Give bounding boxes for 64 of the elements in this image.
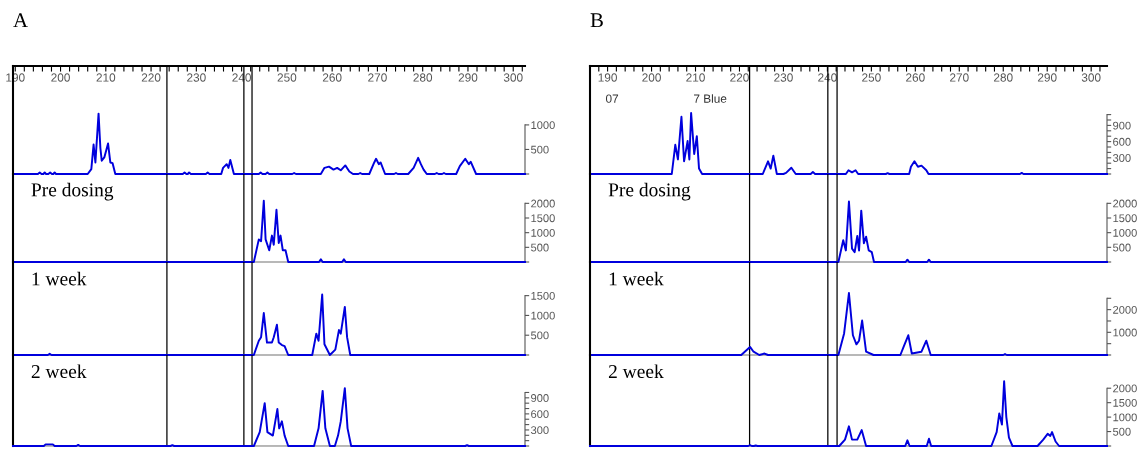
- y-tick-label: 300: [1112, 154, 1131, 162]
- y-tick-label: 1500: [531, 214, 555, 223]
- x-tick-label: 250: [277, 73, 297, 82]
- chart-title: B: [590, 13, 603, 28]
- x-tick-label: 280: [993, 73, 1013, 82]
- y-tick-label: 1000: [1113, 413, 1137, 422]
- y-tick-label: 2000: [1113, 305, 1137, 314]
- chart-title: 2 week: [608, 364, 664, 379]
- x-tick-label: 190: [598, 73, 617, 82]
- x-tick-label: 220: [730, 73, 749, 82]
- x-tick-label: 250: [862, 73, 881, 82]
- x-tick-label: 290: [458, 73, 478, 82]
- y-tick-label: 900: [531, 394, 549, 402]
- x-tick-label: 200: [51, 73, 70, 82]
- y-tick-label: 500: [531, 243, 549, 252]
- x-tick-label: 290: [1037, 73, 1057, 82]
- y-tick-label: 1000: [531, 311, 555, 320]
- line-series: [12, 387, 526, 447]
- y-tick-label: 1000: [531, 228, 555, 237]
- y-tick-label: 900: [1113, 121, 1131, 130]
- y-tick-label: 2000: [531, 199, 555, 208]
- chart-title: A: [13, 13, 28, 28]
- line-series: [12, 112, 526, 175]
- y-tick-label: 600: [1113, 137, 1131, 146]
- chart-title: 1 week: [609, 271, 664, 286]
- x-tick-label: 300: [503, 73, 523, 82]
- x-tick-label: 260: [322, 73, 342, 82]
- x-tick-label: 220: [141, 73, 161, 82]
- y-tick-label: 1500: [531, 291, 555, 300]
- annotation: 07: [605, 94, 619, 103]
- y-tick-label: 1500: [1113, 214, 1137, 223]
- y-tick-label: 2000: [1113, 384, 1137, 393]
- x-tick-label: 280: [413, 73, 433, 82]
- chart-title: 1 week: [32, 271, 87, 286]
- y-tick-label: 1000: [1113, 228, 1137, 237]
- line-series: [12, 199, 526, 263]
- y-tick-label: 500: [1113, 243, 1131, 252]
- y-tick-label: 1500: [1113, 398, 1137, 407]
- chart-title: 2 week: [31, 364, 87, 379]
- y-tick-label: 600: [531, 410, 549, 419]
- y-tick-label: 500: [531, 331, 549, 340]
- x-tick-label: 210: [686, 73, 705, 82]
- line-series: [589, 112, 1108, 175]
- y-tick-label: 1000: [1113, 328, 1137, 337]
- chart-title: Pre dosing: [608, 182, 691, 201]
- y-tick-label: 2000: [1113, 199, 1137, 208]
- x-tick-label: 230: [774, 73, 793, 82]
- y-tick-label: 500: [1113, 427, 1131, 436]
- line-series: [589, 200, 1108, 263]
- line-series: [589, 380, 1108, 447]
- x-tick-label: 230: [187, 73, 206, 82]
- chart-title: Pre dosing: [31, 182, 114, 201]
- line-series: [589, 292, 1108, 356]
- x-tick-label: 200: [642, 73, 661, 82]
- x-tick-label: 260: [906, 73, 925, 82]
- y-tick-label: 1000: [531, 121, 555, 130]
- x-tick-label: 270: [368, 73, 387, 82]
- line-series: [12, 293, 526, 356]
- x-tick-label: 210: [96, 73, 116, 82]
- x-tick-label: 270: [950, 73, 969, 82]
- y-tick-label: 500: [531, 145, 549, 154]
- y-tick-label: 300: [530, 426, 549, 435]
- annotation: 7 Blue: [694, 94, 727, 103]
- x-tick-label: 300: [1081, 73, 1101, 82]
